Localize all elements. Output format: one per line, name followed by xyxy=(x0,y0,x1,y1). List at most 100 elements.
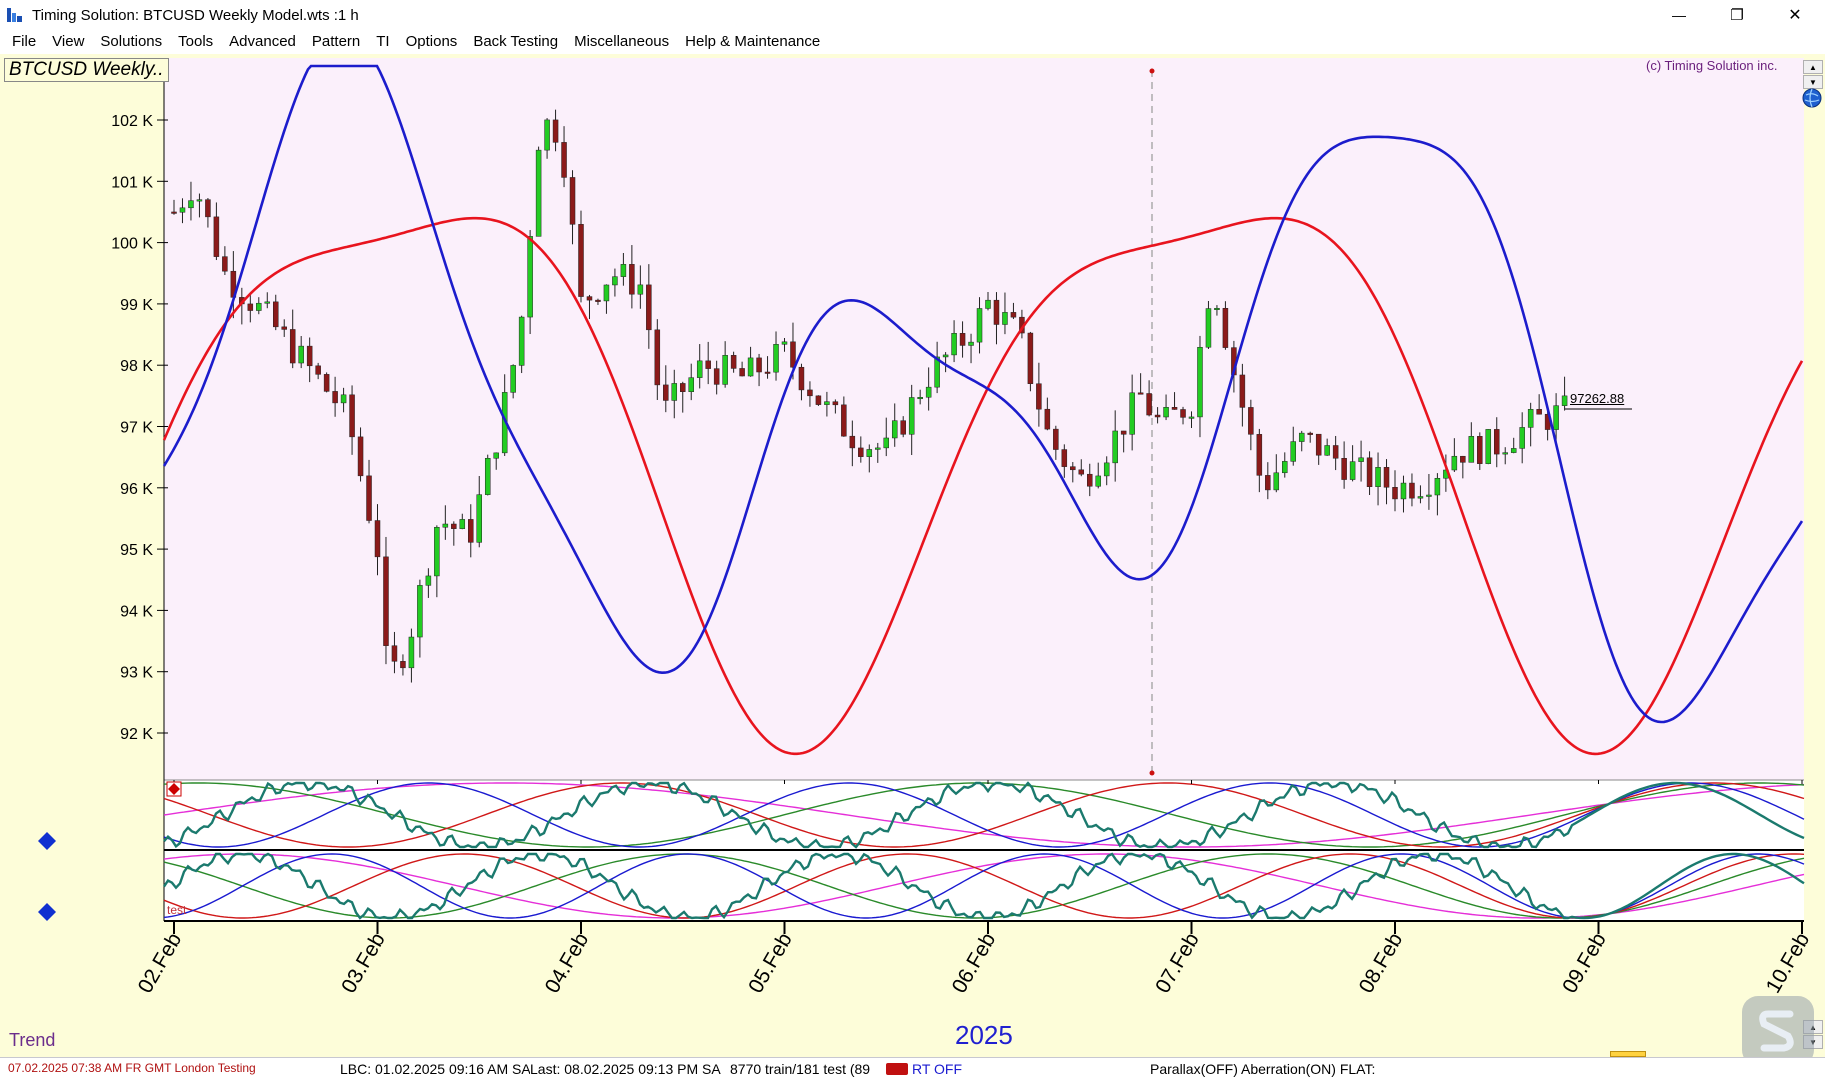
candle-body xyxy=(841,404,847,437)
candle-body xyxy=(1349,461,1356,480)
candle-body xyxy=(247,303,254,311)
candle-body xyxy=(875,447,881,450)
x-tick-label: 05.Feb xyxy=(744,929,797,997)
candle-body xyxy=(688,377,694,392)
candle-body xyxy=(1002,312,1008,325)
candle-body xyxy=(1485,429,1492,464)
candle-body xyxy=(612,276,618,286)
close-icon: ✕ xyxy=(1788,7,1802,24)
candle-body xyxy=(1527,409,1534,428)
candle-body xyxy=(1146,393,1152,416)
indicator-wave-line xyxy=(163,853,1805,919)
candle-body xyxy=(934,356,940,388)
candle-body xyxy=(332,391,338,404)
candle-body xyxy=(451,523,457,529)
candle-body xyxy=(866,449,873,457)
candle-body xyxy=(713,368,720,385)
candle-body xyxy=(1129,392,1135,435)
candle-body xyxy=(1409,482,1415,499)
candle-body xyxy=(222,256,228,272)
candle-body xyxy=(1434,477,1441,496)
candle-body xyxy=(1502,452,1508,455)
candle-body xyxy=(442,523,449,528)
stylized-s-icon xyxy=(1759,1010,1794,1052)
candle-body xyxy=(756,357,762,373)
candle-body xyxy=(459,519,466,529)
close-button[interactable]: ✕ xyxy=(1766,0,1824,30)
candle-body xyxy=(985,299,991,309)
candle-body xyxy=(1477,436,1483,464)
candle-body xyxy=(1078,469,1085,475)
y-tick-label: 98 K xyxy=(120,358,153,375)
candle-body xyxy=(1307,432,1313,435)
candle-body xyxy=(476,494,482,543)
candle-body xyxy=(468,519,474,543)
candle-body xyxy=(315,365,321,375)
menu-view[interactable]: View xyxy=(52,33,85,50)
menu-help-maintenance[interactable]: Help & Maintenance xyxy=(685,33,821,50)
candle-body xyxy=(1197,346,1203,418)
candle-body xyxy=(730,355,737,369)
y-tick-label: 102 K xyxy=(111,113,153,130)
candle-body xyxy=(764,371,771,374)
status-parallax: Parallax(OFF) Aberration(ON) FLAT: xyxy=(1150,1061,1376,1077)
menu-miscellaneous[interactable]: Miscellaneous xyxy=(574,33,670,50)
candle-body xyxy=(366,475,372,521)
menu-tools[interactable]: Tools xyxy=(178,33,214,50)
candle-body xyxy=(527,236,533,318)
globe-icon[interactable] xyxy=(1802,88,1822,108)
candle-body xyxy=(705,360,711,369)
candle-body xyxy=(1256,434,1263,476)
restore-icon: ❐ xyxy=(1730,7,1744,24)
candle-body xyxy=(417,585,423,638)
candle-body xyxy=(663,384,669,401)
candle-body xyxy=(1315,433,1322,456)
candle-body xyxy=(578,224,584,297)
chart-area[interactable]: 102 K 101 K 100 K 99 K 98 K 97 K 96 K 95 K 94 K 9… xyxy=(0,54,1825,1050)
candle-body xyxy=(1536,409,1542,415)
overlay-widget[interactable] xyxy=(1742,996,1814,1066)
indicator-wave-line xyxy=(163,781,1805,849)
candle-body xyxy=(383,556,389,646)
trend-label: Trend xyxy=(9,1030,56,1050)
indicator-panel-2 xyxy=(164,851,1804,921)
candle-body xyxy=(213,216,220,257)
indicator-wave-line xyxy=(163,782,1805,848)
red-diamond-marker-icon[interactable] xyxy=(165,780,183,798)
candle-body xyxy=(680,383,686,392)
candle-body xyxy=(1341,458,1347,480)
menu-file[interactable]: File xyxy=(12,33,37,50)
restore-button[interactable]: ❐ xyxy=(1708,0,1766,30)
candle-body xyxy=(1298,432,1305,442)
candle-body xyxy=(1112,430,1118,464)
menu-back-testing[interactable]: Back Testing xyxy=(473,33,559,50)
time-scroll-thumb[interactable] xyxy=(1610,1051,1646,1057)
menu-ti[interactable]: TI xyxy=(376,33,390,50)
menu-solutions[interactable]: Solutions xyxy=(100,33,163,50)
candle-body xyxy=(968,341,974,346)
candle-body xyxy=(1417,496,1424,499)
scroll-down-button[interactable]: ▼ xyxy=(1803,75,1823,89)
status-last: Last: 08.02.2025 09:13 PM SA xyxy=(530,1061,721,1077)
candle-body xyxy=(1366,457,1373,487)
chart-canvas[interactable]: 102 K 101 K 100 K 99 K 98 K 97 K 96 K 95 K 94 K 9… xyxy=(0,54,1825,1050)
forecast-cycle-red-line xyxy=(162,216,1804,756)
status-rt[interactable]: RT OFF xyxy=(912,1061,963,1077)
symbol-label[interactable]: BTCUSD Weekly.. xyxy=(4,58,169,82)
minimize-button[interactable]: — xyxy=(1650,0,1708,30)
menu-options[interactable]: Options xyxy=(405,33,458,50)
candle-body xyxy=(1290,441,1296,462)
indicator-diamond-icon[interactable] xyxy=(36,901,58,923)
menu-pattern[interactable]: Pattern xyxy=(311,33,361,50)
menu-advanced[interactable]: Advanced xyxy=(229,33,296,50)
candle-body xyxy=(1044,408,1051,430)
candle-body xyxy=(646,284,652,331)
indicator-diamond-icon[interactable] xyxy=(36,830,58,852)
candle-body xyxy=(323,374,330,392)
app-logo-icon xyxy=(7,8,22,22)
candle-body xyxy=(798,366,805,391)
y-tick-label: 95 K xyxy=(120,542,153,559)
scroll-up-button[interactable]: ▲ xyxy=(1803,60,1823,74)
candle-body xyxy=(951,333,957,356)
candle-body xyxy=(1095,475,1101,487)
